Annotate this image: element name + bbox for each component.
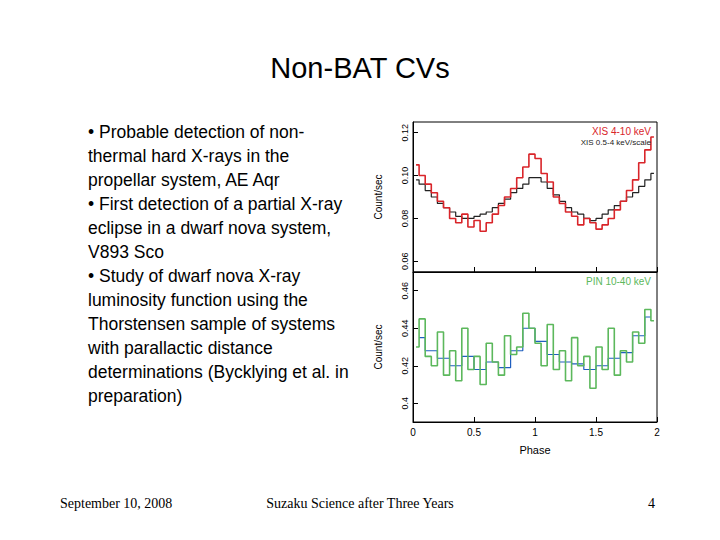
svg-text:0.12: 0.12 (400, 124, 410, 142)
html-text:Probable detection of non-ther: Probable detection of non-thermal hard X… (88, 122, 305, 190)
svg-text:0.5: 0.5 (467, 427, 481, 438)
svg-text:0.42: 0.42 (400, 357, 410, 375)
svg-text:0.06: 0.06 (400, 253, 410, 271)
html-text:First detection of a partial X: First detection of a partial X-ray eclip… (88, 194, 343, 262)
svg-text:1: 1 (532, 427, 538, 438)
svg-text:0.4: 0.4 (400, 397, 410, 410)
svg-text:0.44: 0.44 (400, 319, 410, 337)
html-text:4: 4 (648, 496, 655, 511)
html-text:Suzaku Science after Three Yea: Suzaku Science after Three Years (266, 496, 454, 511)
html-text:Study of dwarf nova X-ray lumi: Study of dwarf nova X-ray luminosity fun… (88, 266, 349, 406)
svg-text:Count/sec: Count/sec (373, 174, 384, 219)
svg-text:Count/sec: Count/sec (373, 324, 384, 369)
svg-text:0.10: 0.10 (400, 167, 410, 185)
svg-text:0.46: 0.46 (400, 282, 410, 300)
html-text:Non-BAT CVs: Non-BAT CVs (270, 52, 450, 84)
svg-text:Phase: Phase (519, 444, 550, 456)
svg-text:2: 2 (654, 427, 660, 438)
html-text:September 10, 2008: September 10, 2008 (60, 496, 173, 511)
svg-text:0.08: 0.08 (400, 210, 410, 228)
svg-text:PIN 10-40 keV: PIN 10-40 keV (586, 276, 651, 287)
svg-text:XIS 4-10 keV: XIS 4-10 keV (592, 126, 651, 137)
svg-text:XIS 0.5-4 keV/scale: XIS 0.5-4 keV/scale (581, 138, 652, 147)
svg-text:0: 0 (410, 427, 416, 438)
svg-text:1.5: 1.5 (589, 427, 603, 438)
